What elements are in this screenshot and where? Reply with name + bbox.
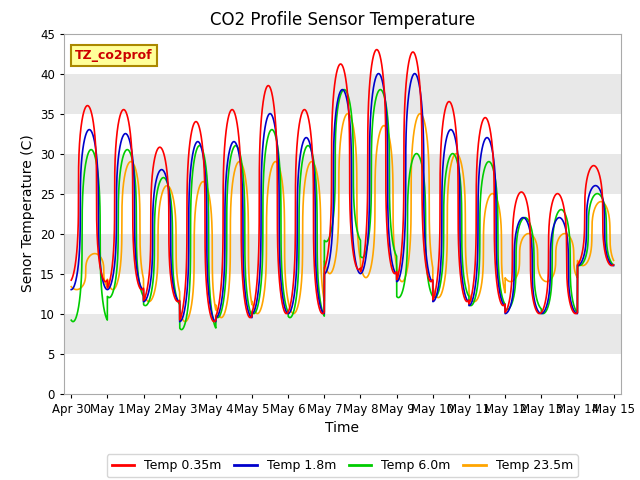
- Temp 0.35m: [587, 165, 595, 170]
- Title: CO2 Profile Sensor Temperature: CO2 Profile Sensor Temperature: [210, 11, 475, 29]
- Temp 1.8m: [176, 319, 184, 324]
- Bar: [64, 234, 621, 274]
- Temp 6.0m: [479, 172, 487, 178]
- Text: TZ_co2prof: TZ_co2prof: [75, 49, 153, 62]
- Temp 23.5m: [252, 310, 259, 315]
- Temp 1.8m: [252, 304, 259, 310]
- Temp 0.35m: [580, 234, 588, 240]
- Temp 1.8m: [580, 252, 588, 258]
- Bar: [64, 34, 621, 73]
- Temp 23.5m: [67, 284, 75, 289]
- Temp 6.0m: [67, 317, 75, 323]
- Temp 1.8m: [411, 71, 419, 76]
- Temp 23.5m: [610, 258, 618, 264]
- Bar: [64, 274, 621, 313]
- Temp 23.5m: [464, 276, 472, 282]
- Temp 23.5m: [181, 319, 189, 324]
- Temp 0.35m: [324, 250, 332, 255]
- Bar: [64, 154, 621, 193]
- Temp 1.8m: [587, 187, 595, 193]
- Temp 6.0m: [178, 327, 186, 333]
- Temp 0.35m: [373, 47, 381, 52]
- Temp 23.5m: [416, 111, 424, 117]
- Temp 23.5m: [324, 269, 332, 275]
- Temp 0.35m: [252, 293, 259, 299]
- Temp 23.5m: [587, 249, 595, 254]
- Bar: [64, 193, 621, 234]
- Bar: [64, 73, 621, 114]
- Temp 6.0m: [587, 199, 595, 205]
- Y-axis label: Senor Temperature (C): Senor Temperature (C): [20, 135, 35, 292]
- Bar: [64, 354, 621, 394]
- Temp 0.35m: [464, 299, 472, 304]
- Temp 0.35m: [210, 319, 218, 324]
- Temp 6.0m: [324, 238, 332, 243]
- Temp 1.8m: [610, 263, 618, 268]
- Bar: [64, 114, 621, 154]
- Temp 0.35m: [67, 277, 75, 283]
- Temp 1.8m: [324, 264, 332, 270]
- Temp 6.0m: [580, 258, 588, 264]
- Temp 6.0m: [252, 309, 259, 315]
- Temp 1.8m: [67, 287, 75, 292]
- Line: Temp 1.8m: Temp 1.8m: [71, 73, 614, 322]
- Temp 0.35m: [479, 117, 487, 123]
- Line: Temp 6.0m: Temp 6.0m: [71, 90, 614, 330]
- Temp 1.8m: [464, 298, 472, 304]
- Bar: [64, 313, 621, 354]
- Line: Temp 0.35m: Temp 0.35m: [71, 49, 614, 322]
- Temp 23.5m: [580, 263, 588, 268]
- Legend: Temp 0.35m, Temp 1.8m, Temp 6.0m, Temp 23.5m: Temp 0.35m, Temp 1.8m, Temp 6.0m, Temp 2…: [107, 455, 578, 477]
- Temp 23.5m: [479, 265, 487, 271]
- Temp 0.35m: [610, 262, 618, 268]
- Temp 6.0m: [464, 291, 472, 297]
- Temp 1.8m: [479, 142, 487, 147]
- Line: Temp 23.5m: Temp 23.5m: [71, 114, 614, 322]
- X-axis label: Time: Time: [325, 421, 360, 435]
- Temp 6.0m: [376, 87, 384, 93]
- Temp 6.0m: [610, 262, 618, 268]
